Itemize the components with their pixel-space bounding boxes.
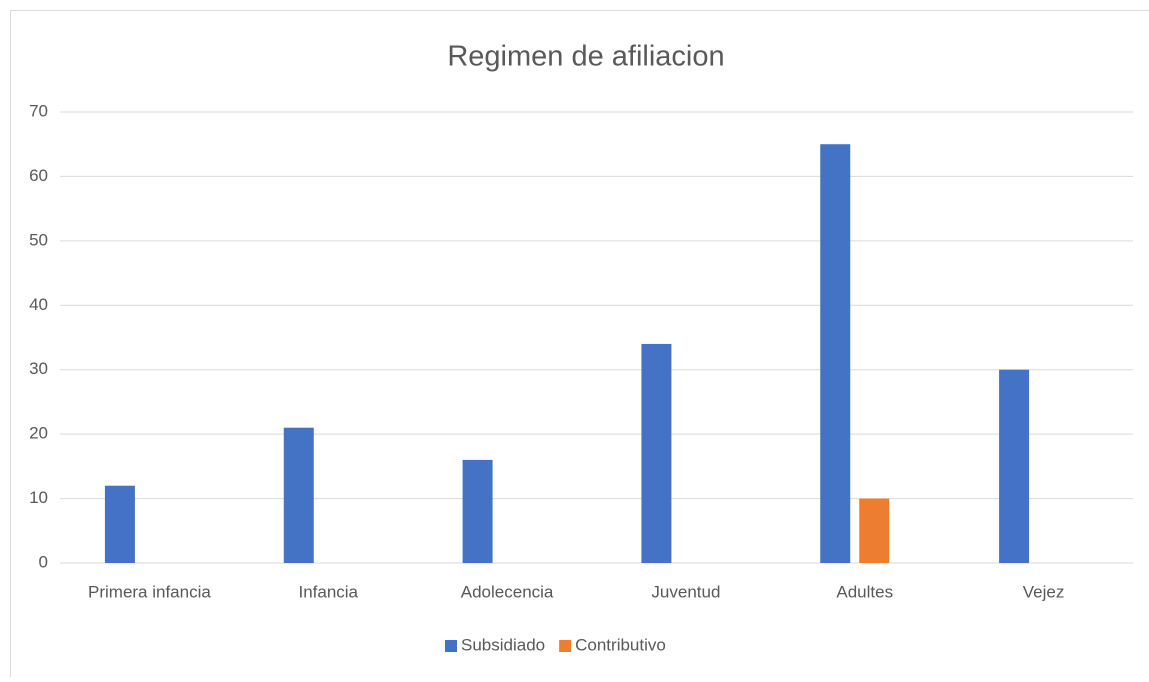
bar — [463, 460, 493, 563]
bar — [105, 486, 135, 563]
y-tick-label: 60 — [29, 166, 48, 185]
legend-swatch — [559, 640, 571, 652]
bar — [641, 344, 671, 563]
x-tick-label: Adultes — [836, 582, 893, 601]
y-tick-label: 10 — [29, 488, 48, 507]
x-tick-label: Adolecencia — [461, 582, 554, 601]
bar — [820, 144, 850, 563]
y-tick-label: 20 — [29, 424, 48, 443]
legend-label: Subsidiado — [461, 635, 545, 654]
chart-title: Regimen de afiliacion — [447, 41, 724, 73]
y-tick-label: 0 — [39, 552, 48, 571]
x-tick-label: Juventud — [651, 582, 720, 601]
bar — [999, 370, 1029, 563]
legend-swatch — [445, 640, 457, 652]
y-tick-label: 50 — [29, 230, 48, 249]
bar — [284, 428, 314, 563]
legend-label: Contributivo — [575, 635, 666, 654]
x-tick-label: Vejez — [1023, 582, 1065, 601]
bar — [859, 499, 889, 563]
x-tick-label: Infancia — [298, 582, 358, 601]
chart-frame — [11, 11, 1149, 678]
y-tick-label: 30 — [29, 359, 48, 378]
y-tick-label: 70 — [29, 101, 48, 120]
x-tick-label: Primera infancia — [88, 582, 211, 601]
y-tick-label: 40 — [29, 295, 48, 314]
